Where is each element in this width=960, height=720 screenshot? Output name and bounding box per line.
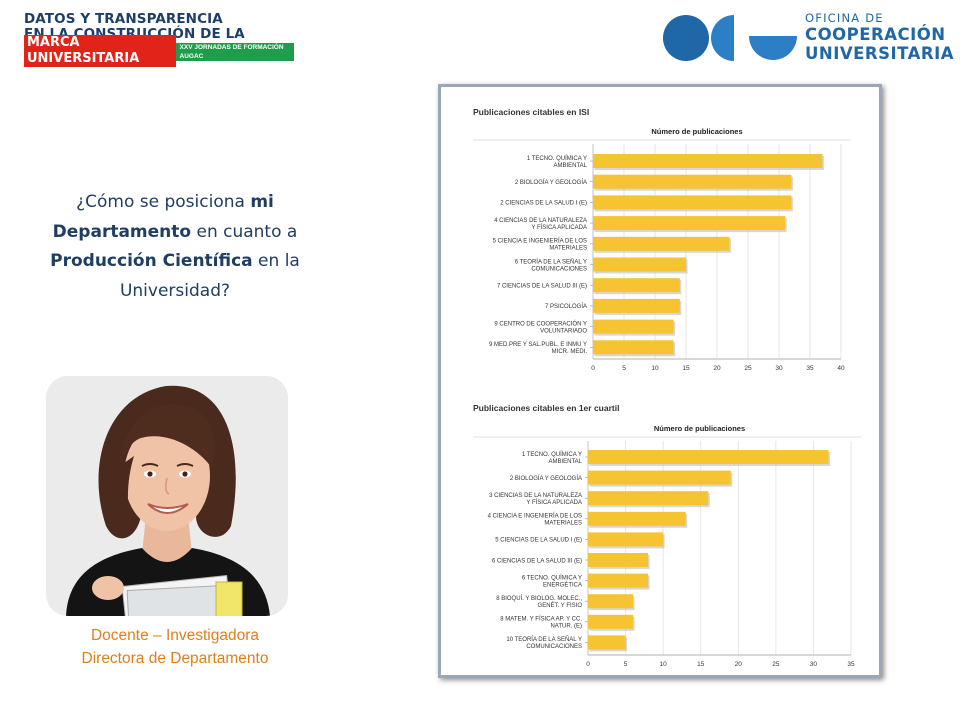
question-part3: en la Universidad?	[119, 251, 300, 301]
chart2-bar	[588, 553, 649, 567]
chart1-bar	[593, 154, 823, 168]
brand-event-badge: XXV JORNADAS DE FORMACIÓN AUGAC	[175, 43, 294, 61]
chart2-tick-label: 30	[810, 661, 818, 668]
chart2-tick-label: 5	[624, 661, 628, 668]
chart1-tick-label: 35	[806, 365, 814, 372]
chart1-category-label: 5 CIENCIA E INGENIERÍA DE LOS	[493, 238, 587, 245]
ocu-line2: COOPERACIÓN	[805, 25, 946, 44]
chart1-category-label: COMUNICACIONES	[531, 266, 587, 272]
chart1-category-label: AMBIENTAL	[553, 163, 587, 169]
chart1-tick-label: 40	[837, 365, 845, 372]
chart2-tick-label: 20	[735, 661, 743, 668]
chart2-tick-label: 15	[697, 661, 705, 668]
chart1-bar	[593, 340, 674, 355]
chart2-bar	[588, 635, 626, 650]
event-brand: DATOS Y TRANSPARENCIA EN LA CONSTRUCCIÓN…	[24, 11, 294, 67]
chart1-bar	[593, 236, 730, 251]
chart2-bar	[588, 532, 664, 547]
chart2-category-label: 8 MATEM. Y FÍSICA AP. Y CC.	[500, 616, 582, 623]
charts-card: Publicaciones citables en ISI Número de p…	[438, 84, 882, 678]
ocu-logo-text: OFICINA DE COOPERACIÓN UNIVERSITARIA	[805, 11, 954, 63]
question-part2: en cuanto a	[191, 221, 298, 242]
chart2-category-label: 8 BIOQUÍ. Y BIOLOG. MOLEC.,	[496, 595, 582, 602]
ocu-logo: OFICINA DE COOPERACIÓN UNIVERSITARIA	[662, 10, 953, 66]
chart2-bar	[588, 470, 731, 485]
brand-title-line3: MARCA UNIVERSITARIA	[24, 35, 176, 67]
chart1-bar	[593, 257, 686, 272]
chart2-category-label: AMBIENTAL	[548, 459, 582, 465]
chart1-bar	[593, 298, 680, 313]
chart2-title: Publicaciones citables en 1er cuartil	[473, 403, 619, 413]
chart2-category-label: 4 CIENCIA E INGENIERÍA DE LOS	[488, 513, 582, 520]
chart1-category-label: 9 CENTRO DE COOPERACIÓN Y	[494, 320, 587, 327]
chart1-subtitle: Número de publicaciones	[651, 127, 742, 136]
chart1-tick-label: 20	[713, 365, 721, 372]
brand-title-line1: DATOS Y TRANSPARENCIA	[24, 11, 223, 27]
chart1-category-label: MICR. MEDI.	[552, 349, 588, 355]
chart1-category-label: 2 CIENCIAS DE LA SALUD I (E)	[500, 201, 587, 207]
chart1-tick-label: 15	[682, 365, 690, 372]
chart2-category-label: 10 TEORÍA DE LA SEÑAL Y	[506, 636, 582, 643]
chart2-subtitle: Número de publicaciones	[654, 424, 745, 433]
chart1-category-label: MATERIALES	[549, 246, 587, 252]
chart2-tick-label: 0	[586, 661, 590, 668]
chart1-category-label: 9 MED.PRE Y SAL.PUBL. E INMU Y	[489, 342, 587, 348]
chart1-title: Publicaciones citables en ISI	[473, 107, 589, 117]
question-bold1: mi Departamento	[52, 192, 274, 242]
chart1-bar	[593, 195, 792, 210]
role-caption: Docente – Investigadora Directora de Dep…	[30, 624, 320, 670]
chart2-category-label: MATERIALES	[544, 521, 582, 527]
chart2-bar	[588, 511, 686, 526]
ocu-line1: OFICINA DE	[805, 11, 884, 25]
chart2-bar	[588, 491, 709, 506]
chart2-category-label: COMUNICACIONES	[526, 644, 582, 650]
chart2-tick-label: 10	[660, 661, 668, 668]
chart2-tick-label: 25	[772, 661, 780, 668]
chart1-bar	[593, 216, 786, 231]
question-bold2: Producción Científica	[50, 251, 253, 271]
bar-charts: Publicaciones citables en ISI Número de p…	[473, 107, 861, 668]
chart2-category-label: NATUR. (E)	[550, 624, 582, 630]
chart1-category-label: 6 TEORÍA DE LA SEÑAL Y	[515, 258, 587, 265]
chart2-category-label: Y FÍSICA APLICADA	[526, 499, 582, 506]
ocu-line3: UNIVERSITARIA	[805, 44, 954, 63]
chart2-category-label: 1 TECNO. QUÍMICA Y	[522, 451, 582, 458]
woman-portrait-illustration	[46, 376, 288, 616]
chart1-category-label: 4 CIENCIAS DE LA NATURALEZA	[494, 218, 587, 224]
chart2-bar	[588, 614, 634, 629]
chart1-bar	[593, 319, 674, 334]
chart1-category-label: Y FÍSICA APLICADA	[531, 224, 587, 231]
profile-photo	[46, 376, 288, 616]
role-line2: Directora de Departamento	[81, 650, 269, 667]
ocu-logo-icon	[663, 15, 797, 61]
chart1-category-label: 7 PSICOLOGÍA	[545, 303, 587, 310]
chart1-tick-label: 0	[591, 365, 595, 372]
role-line1: Docente – Investigadora	[90, 627, 260, 644]
brand-row: MARCA UNIVERSITARIA XXV JORNADAS DE FORM…	[24, 35, 294, 67]
chart1-category-label: 2 BIOLOGÍA Y GEOLOGÍA	[515, 179, 587, 186]
chart1-tick-label: 5	[622, 365, 626, 372]
chart2-category-label: 2 BIOLOGÍA Y GEOLOGÍA	[510, 475, 582, 482]
chart2-bar	[588, 450, 829, 464]
chart2-category-label: 3 CIENCIAS DE LA NATURALEZA	[489, 493, 582, 499]
chart2-bar	[588, 594, 634, 609]
chart1-category-label: 7 CIENCIAS DE LA SALUD III (E)	[497, 284, 587, 290]
chart2-category-label: GENÉT. Y FISIO	[538, 602, 583, 609]
question-text: ¿Cómo se posiciona mi Departamento en cu…	[30, 188, 320, 306]
chart2-category-label: 5 CIENCIAS DE LA SALUD I (E)	[495, 538, 582, 544]
chart2-bar	[588, 573, 649, 588]
chart2-tick-label: 35	[847, 661, 855, 668]
chart2-category-label: ENERGÉTICA	[543, 581, 582, 588]
chart1-tick-label: 10	[651, 365, 659, 372]
chart1-category-label: 1 TECNO. QUÍMICA Y	[527, 155, 587, 162]
question-part1: ¿Cómo se posiciona	[76, 192, 251, 212]
chart1-tick-label: 25	[744, 365, 752, 372]
chart1-bar	[593, 174, 792, 189]
chart2-category-label: 6 TECNO. QUÍMICA Y	[522, 574, 582, 581]
chart1-category-label: VOLUNTARIADO	[540, 328, 587, 334]
chart2-category-label: 6 CIENCIAS DE LA SALUD III (E)	[492, 558, 582, 564]
chart1-tick-label: 30	[775, 365, 783, 372]
chart1-bar	[593, 278, 680, 293]
